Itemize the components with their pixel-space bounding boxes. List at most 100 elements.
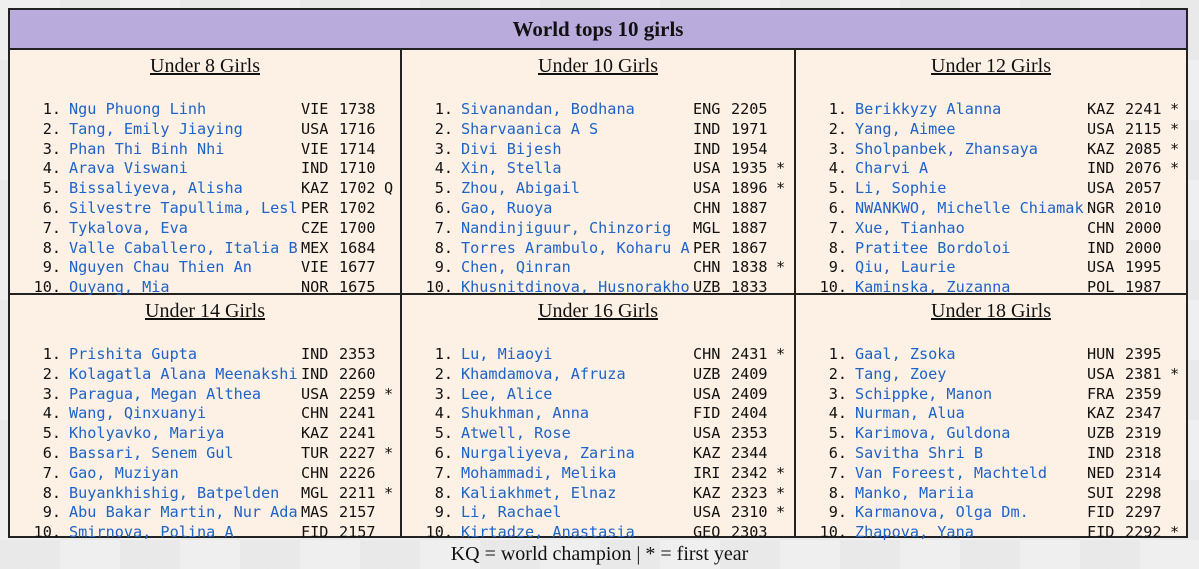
player-name-link[interactable]: Kaminska, Zuzanna bbox=[855, 278, 1011, 297]
player-name-link[interactable]: Gao, Ruoya bbox=[461, 198, 553, 217]
player-name-link[interactable]: Nurman, Alua bbox=[855, 404, 965, 423]
player-mark: * bbox=[1170, 523, 1180, 542]
player-name-link[interactable]: Divi Bijesh bbox=[461, 139, 562, 158]
player-row: 10. Ouyang, Mia NOR 1675 bbox=[29, 278, 394, 298]
player-rating: 1675 bbox=[339, 278, 376, 297]
player-federation: USA bbox=[1087, 364, 1115, 383]
player-name-link[interactable]: Kholyavko, Mariya bbox=[69, 424, 225, 443]
player-name-link[interactable]: Berikkyzy Alanna bbox=[855, 100, 1002, 118]
player-name-link[interactable]: Li, Rachael bbox=[461, 503, 562, 522]
player-federation: FRA bbox=[1087, 384, 1115, 403]
player-name-link[interactable]: Smirnova, Polina A bbox=[69, 523, 234, 542]
player-federation: KAZ bbox=[301, 179, 329, 198]
player-name-link[interactable]: Charvi A bbox=[855, 159, 929, 178]
player-row: 7. Gao, Muziyan CHN 2226 bbox=[29, 464, 394, 484]
player-name-link[interactable]: Karmanova, Olga Dm. bbox=[855, 503, 1029, 522]
player-mark: * bbox=[776, 345, 786, 363]
player-mark: Q bbox=[384, 179, 394, 198]
player-name-link[interactable]: Kirtadze, Anastasia bbox=[461, 523, 635, 542]
player-name-link[interactable]: Sivanandan, Bodhana bbox=[461, 100, 635, 118]
player-name-link[interactable]: Lu, Miaoyi bbox=[461, 345, 553, 363]
player-name-link[interactable]: Tang, Zoey bbox=[855, 364, 947, 383]
player-rank: 7. bbox=[434, 463, 453, 482]
player-name-link[interactable]: Wang, Qinxuanyi bbox=[69, 404, 207, 423]
player-row: 4. Shukhman, Anna FID 2404 bbox=[421, 404, 788, 424]
player-rating: 2381 bbox=[1125, 364, 1162, 383]
player-name-link[interactable]: Manko, Mariia bbox=[855, 483, 974, 502]
player-name-link[interactable]: Bassari, Senem Gul bbox=[69, 443, 234, 462]
player-mark: * bbox=[1170, 119, 1180, 138]
player-name-link[interactable]: Schippke, Manon bbox=[855, 384, 993, 403]
player-federation: KAZ bbox=[1087, 100, 1115, 118]
player-federation: KAZ bbox=[1087, 404, 1115, 423]
player-name-link[interactable]: Li, Sophie bbox=[855, 179, 947, 198]
player-name-link[interactable]: Kaliakhmet, Elnaz bbox=[461, 483, 617, 502]
player-name-link[interactable]: Sharvaanica A S bbox=[461, 119, 599, 138]
player-name-link[interactable]: Khamdamova, Afruza bbox=[461, 364, 626, 383]
player-federation: CHN bbox=[693, 258, 721, 277]
player-name-link[interactable]: Nurgaliyeva, Zarina bbox=[461, 443, 635, 462]
player-name-link[interactable]: Shukhman, Anna bbox=[461, 404, 590, 423]
player-rating: 2010 bbox=[1125, 198, 1162, 217]
player-name-link[interactable]: Torres Arambulo, Koharu A bbox=[461, 238, 690, 257]
player-name-link[interactable]: Yang, Aimee bbox=[855, 119, 956, 138]
player-name-link[interactable]: Xin, Stella bbox=[461, 159, 562, 178]
player-name-link[interactable]: Arava Viswani bbox=[69, 159, 188, 178]
player-name-link[interactable]: Sholpanbek, Zhansaya bbox=[855, 139, 1038, 158]
player-name-link[interactable]: Ngu Phuong Linh bbox=[69, 100, 207, 118]
player-name-link[interactable]: Savitha Shri B bbox=[855, 443, 984, 462]
player-name-link[interactable]: Bissaliyeva, Alisha bbox=[69, 179, 243, 198]
player-row: 6. Silvestre Tapullima, Lesl PER 1702 bbox=[29, 199, 394, 219]
player-name-link[interactable]: Zhou, Abigail bbox=[461, 179, 580, 198]
player-mark: * bbox=[384, 443, 394, 462]
player-name-link[interactable]: Nandinjiguur, Chinzorig bbox=[461, 218, 672, 237]
player-name-link[interactable]: Karimova, Guldona bbox=[855, 424, 1011, 443]
player-name-link[interactable]: NWANKWO, Michelle Chiamak bbox=[855, 198, 1084, 217]
player-name-link[interactable]: Ouyang, Mia bbox=[69, 278, 170, 297]
player-name-link[interactable]: Mohammadi, Melika bbox=[461, 463, 617, 482]
player-name-link[interactable]: Chen, Qinran bbox=[461, 258, 571, 277]
player-rank: 9. bbox=[42, 258, 61, 277]
player-federation: USA bbox=[693, 503, 721, 522]
player-name-link[interactable]: Zhapova, Yana bbox=[855, 523, 974, 542]
player-name-link[interactable]: Van Foreest, Machteld bbox=[855, 463, 1048, 482]
player-name-link[interactable]: Kolagatla Alana Meenakshi bbox=[69, 364, 298, 383]
player-mark: * bbox=[776, 159, 786, 178]
player-name-link[interactable]: Paragua, Megan Althea bbox=[69, 384, 262, 403]
player-federation: USA bbox=[693, 179, 721, 198]
player-name-link[interactable]: Abu Bakar Martin, Nur Ada bbox=[69, 503, 298, 522]
player-rank: 2. bbox=[828, 364, 847, 383]
player-rank: 7. bbox=[42, 218, 61, 237]
player-name-link[interactable]: Lee, Alice bbox=[461, 384, 553, 403]
player-name-link[interactable]: Phan Thi Binh Nhi bbox=[69, 139, 225, 158]
player-rating: 2211 bbox=[339, 483, 376, 502]
player-name-link[interactable]: Prishita Gupta bbox=[69, 345, 198, 363]
player-rank: 7. bbox=[828, 218, 847, 237]
player-row: 5. Kholyavko, Mariya KAZ 2241 bbox=[29, 424, 394, 444]
player-name-link[interactable]: Atwell, Rose bbox=[461, 424, 571, 443]
player-name-link[interactable]: Qiu, Laurie bbox=[855, 258, 956, 277]
player-name-link[interactable]: Khusnitdinova, Husnorakho bbox=[461, 278, 690, 297]
player-rank: 6. bbox=[828, 198, 847, 217]
player-rank: 1. bbox=[42, 345, 61, 363]
player-name-link[interactable]: Silvestre Tapullima, Lesl bbox=[69, 198, 298, 217]
player-name-link[interactable]: Tykalova, Eva bbox=[69, 218, 188, 237]
player-name-link[interactable]: Xue, Tianhao bbox=[855, 218, 965, 237]
player-rank: 2. bbox=[42, 119, 61, 138]
player-federation: UZB bbox=[1087, 424, 1115, 443]
player-name-link[interactable]: Valle Caballero, Italia B bbox=[69, 238, 298, 257]
player-name-link[interactable]: Pratitee Bordoloi bbox=[855, 238, 1011, 257]
player-name-link[interactable]: Gao, Muziyan bbox=[69, 463, 179, 482]
player-name-link[interactable]: Tang, Emily Jiaying bbox=[69, 119, 243, 138]
player-federation: NED bbox=[1087, 463, 1115, 482]
player-rating: 2318 bbox=[1125, 443, 1162, 462]
player-rank: 4. bbox=[42, 159, 61, 178]
player-name-link[interactable]: Gaal, Zsoka bbox=[855, 345, 956, 363]
player-name-link[interactable]: Buyankhishig, Batpelden bbox=[69, 483, 280, 502]
player-mark: * bbox=[1170, 100, 1180, 118]
player-rating: 2409 bbox=[731, 364, 768, 383]
legend-footer: KQ = world champion | * = first year bbox=[450, 543, 749, 565]
player-name-link[interactable]: Nguyen Chau Thien An bbox=[69, 258, 252, 277]
player-rank: 8. bbox=[434, 483, 453, 502]
player-federation: USA bbox=[693, 384, 721, 403]
